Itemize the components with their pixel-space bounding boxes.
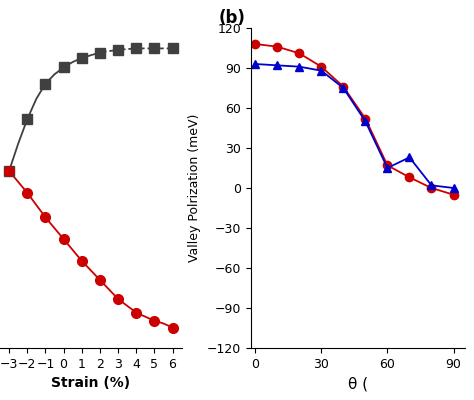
X-axis label: Strain (%): Strain (%)	[51, 376, 130, 390]
X-axis label: θ (: θ (	[347, 376, 368, 391]
Text: (b): (b)	[219, 9, 246, 27]
Y-axis label: Valley Polrization (meV): Valley Polrization (meV)	[188, 114, 201, 262]
